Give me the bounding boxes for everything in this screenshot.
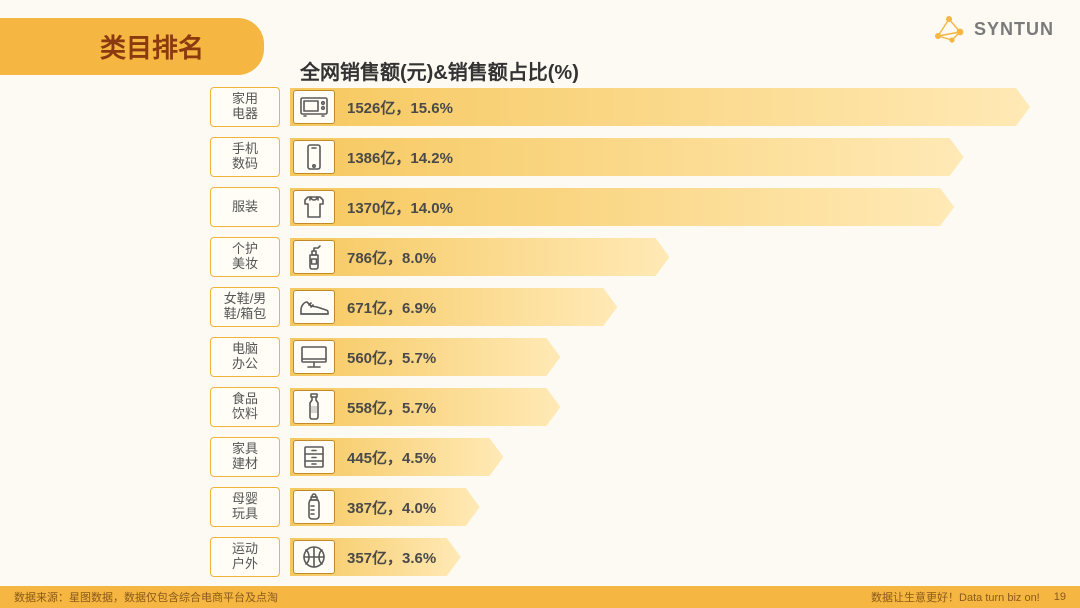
bar: 1386亿，14.2% [290,138,964,176]
bar-value: 560亿，5.7% [347,347,436,368]
lotion-icon [293,240,335,274]
footer-source: 数据来源：星图数据，数据仅包含综合电商平台及点淘 [14,589,278,605]
bar-value: 558亿，5.7% [347,397,436,418]
babybottle-icon [293,490,335,524]
bar: 357亿，3.6% [290,538,461,576]
page-title-tab: 类目排名 [0,18,264,75]
bar-value: 357亿，3.6% [347,547,436,568]
category-ranking-chart: 家用 电器 1526亿，15.6% 手机 数码 1386亿，14.2% 服装 1370亿，… [210,86,1030,586]
syntun-logo-icon [932,14,966,44]
chart-row: 服装 1370亿，14.0% [210,186,1030,228]
bar: 445亿，4.5% [290,438,503,476]
footer-slogan: 数据让生意更好！Data turn biz on! [871,589,1040,605]
bar-value: 1386亿，14.2% [347,147,453,168]
category-label: 手机 数码 [210,137,280,177]
category-label: 电脑 办公 [210,337,280,377]
chart-row: 母婴 玩具 387亿，4.0% [210,486,1030,528]
bar: 1526亿，15.6% [290,88,1030,126]
chart-row: 家具 建材 445亿，4.5% [210,436,1030,478]
bottle-icon [293,390,335,424]
shirt-icon [293,190,335,224]
microwave-icon [293,90,335,124]
page-number: 19 [1054,591,1066,603]
bar-value: 671亿，6.9% [347,297,436,318]
page-title: 类目排名 [100,33,204,63]
drawers-icon [293,440,335,474]
bar: 671亿，6.9% [290,288,617,326]
shoe-icon [293,290,335,324]
category-label: 个护 美妆 [210,237,280,277]
brand-logo: SYNTUN [932,14,1054,44]
bar-value: 1526亿，15.6% [347,97,453,118]
chart-row: 食品 饮料 558亿，5.7% [210,386,1030,428]
chart-subtitle: 全网销售额(元)&销售额占比(%) [300,56,579,85]
chart-row: 个护 美妆 786亿，8.0% [210,236,1030,278]
bar: 1370亿，14.0% [290,188,954,226]
chart-row: 女鞋/男 鞋/箱包 671亿，6.9% [210,286,1030,328]
chart-row: 手机 数码 1386亿，14.2% [210,136,1030,178]
category-label: 食品 饮料 [210,387,280,427]
chart-row: 运动 户外 357亿，3.6% [210,536,1030,578]
bar-value: 786亿，8.0% [347,247,436,268]
basketball-icon [293,540,335,574]
phone-icon [293,140,335,174]
bar: 558亿，5.7% [290,388,560,426]
chart-row: 电脑 办公 560亿，5.7% [210,336,1030,378]
bar: 387亿，4.0% [290,488,480,526]
category-label: 运动 户外 [210,537,280,577]
bar-value: 445亿，4.5% [347,447,436,468]
category-label: 家具 建材 [210,437,280,477]
brand-name: SYNTUN [974,19,1054,40]
bar-value: 1370亿，14.0% [347,197,453,218]
bar-value: 387亿，4.0% [347,497,436,518]
bar: 560亿，5.7% [290,338,560,376]
category-label: 女鞋/男 鞋/箱包 [210,287,280,327]
page-footer: 数据来源：星图数据，数据仅包含综合电商平台及点淘 数据让生意更好！Data tu… [0,586,1080,608]
chart-row: 家用 电器 1526亿，15.6% [210,86,1030,128]
bar: 786亿，8.0% [290,238,669,276]
category-label: 家用 电器 [210,87,280,127]
monitor-icon [293,340,335,374]
category-label: 母婴 玩具 [210,487,280,527]
category-label: 服装 [210,187,280,227]
